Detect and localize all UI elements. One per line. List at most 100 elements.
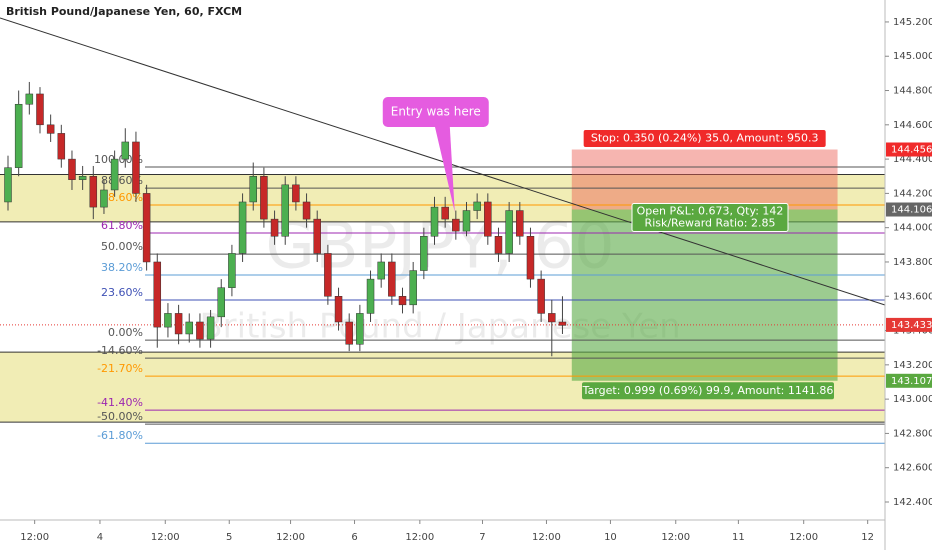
y-tick-label: 143.000 [893, 394, 932, 405]
candle-body [292, 184, 300, 203]
fib-label: 38.20% [101, 261, 143, 274]
candle-body [313, 218, 321, 254]
x-tick-label: 12:00 [151, 532, 180, 543]
plot: 100.00%88.60%78.60%61.80%50.00%38.20%23.… [0, 17, 886, 444]
y-tick-label: 145.200 [893, 17, 932, 28]
candle-body [420, 236, 428, 271]
y-tick-label: 144.000 [893, 223, 932, 234]
candle-body [537, 278, 545, 314]
callout-text: Entry was here [391, 105, 481, 119]
fib-label: 61.80% [101, 219, 143, 232]
target-label: Target: 0.999 (0.69%) 99.9, Amount: 1141… [582, 384, 834, 397]
candle-body [462, 210, 471, 232]
x-tick-label: 6 [351, 532, 357, 543]
y-tick-label: 144.600 [893, 120, 932, 131]
candle-body [388, 261, 396, 297]
candle-body [452, 218, 460, 232]
pnl-box [631, 203, 789, 233]
price-tag-label: 143.107 [891, 376, 932, 387]
trendline [0, 17, 886, 306]
candle-body [345, 321, 353, 345]
candle-body [57, 133, 66, 160]
fib-label: 0.00% [108, 326, 143, 339]
candle-body [164, 313, 172, 328]
candle-body [324, 253, 332, 297]
x-tick-label: 10 [604, 532, 617, 543]
fib-label: 23.60% [101, 286, 143, 299]
candle-body [356, 313, 364, 345]
y-tick-label: 144.400 [893, 154, 932, 165]
candle-body [132, 141, 140, 194]
candle-body [516, 210, 524, 237]
candle-body [441, 206, 449, 220]
candle-body [25, 93, 34, 105]
candle-body [142, 193, 151, 263]
candle-body [217, 287, 225, 318]
candle-body [174, 313, 183, 335]
x-tick-label: 12:00 [661, 532, 690, 543]
candle-body [89, 175, 98, 208]
y-tick-label: 144.200 [893, 188, 932, 199]
price-tag [886, 202, 932, 217]
price-tag-label: 144.106 [891, 205, 932, 216]
price-tag [886, 142, 932, 157]
candle-body [206, 316, 215, 340]
candle-body [505, 210, 513, 254]
candle-body [260, 175, 268, 220]
candle-body [548, 313, 556, 323]
fib-label: -41.40% [97, 396, 143, 409]
candle-body [377, 261, 385, 280]
chart-title: British Pound/Japanese Yen, 60, FXCM [6, 5, 242, 18]
y-tick-label: 142.800 [893, 428, 932, 439]
candle-body [249, 175, 257, 203]
candle-body [4, 167, 12, 203]
stop-zone [571, 149, 838, 210]
fib-label: -61.80% [97, 429, 143, 442]
candle-body [238, 201, 247, 254]
x-tick-label: 12:00 [789, 532, 818, 543]
candle-body [473, 201, 481, 211]
candle-body [302, 201, 311, 220]
x-tick-label: 12 [861, 532, 874, 543]
candle-body [78, 175, 87, 180]
price-tag-label: 143.433 [891, 320, 932, 331]
fib-label: -14.60% [97, 344, 143, 357]
candle-body [185, 321, 194, 335]
y-tick-label: 145.000 [893, 51, 932, 62]
candle-body [526, 236, 535, 280]
candle-body [366, 278, 375, 314]
candle-body [281, 184, 289, 237]
price-tag [886, 317, 932, 332]
x-tick-label: 12:00 [20, 532, 49, 543]
y-tick-label: 143.200 [893, 360, 932, 371]
candle-body [484, 201, 492, 237]
candle-body [121, 141, 130, 160]
y-tick-label: 142.400 [893, 497, 932, 508]
y-tick-label: 144.800 [893, 86, 932, 97]
candle-body [100, 189, 108, 208]
fib-label: 50.00% [101, 240, 143, 253]
stop-label: Stop: 0.350 (0.24%) 35.0, Amount: 950.3 [591, 132, 819, 145]
target-zone [571, 209, 838, 381]
y-tick-label: 142.600 [893, 463, 932, 474]
y-tick-label: 143.800 [893, 257, 932, 268]
candle-body [430, 206, 439, 237]
x-tick-label: 4 [97, 532, 103, 543]
callout-box [382, 97, 489, 127]
stop-label-box [583, 130, 826, 148]
y-tick-label: 143.600 [893, 291, 932, 302]
candle-body [398, 296, 407, 306]
pnl-label: Open P&L: 0.673, Qty: 142 [637, 205, 784, 218]
candle-body [409, 270, 417, 306]
price-tag [886, 373, 932, 388]
x-tick-label: 7 [479, 532, 485, 543]
candle-body [46, 124, 55, 134]
x-tick-label: 11 [732, 532, 745, 543]
candle-body [558, 321, 567, 326]
candle-body [36, 93, 44, 126]
x-tick-label: 12:00 [405, 532, 434, 543]
callout-pointer [434, 126, 455, 213]
fib-label: -21.70% [97, 362, 143, 375]
x-tick-label: 12:00 [532, 532, 561, 543]
